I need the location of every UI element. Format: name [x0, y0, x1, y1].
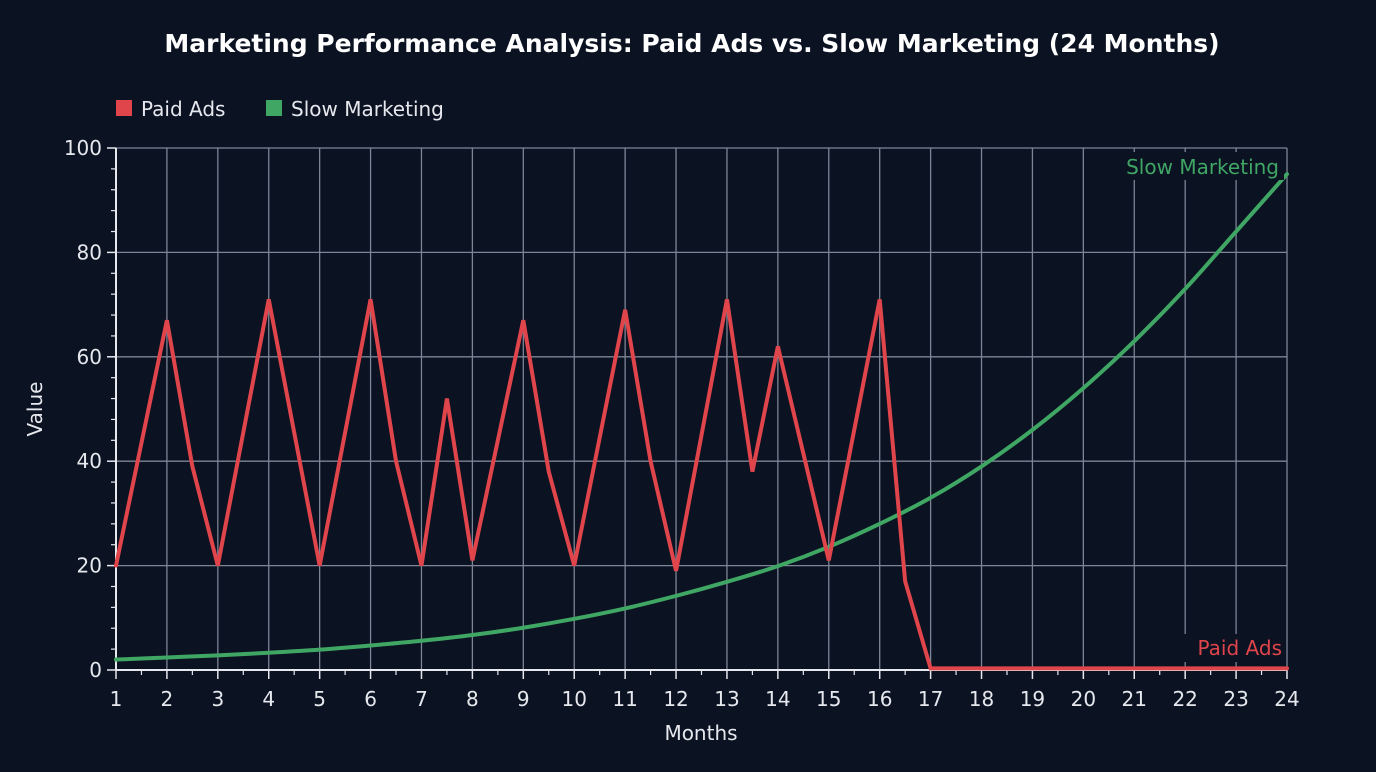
- legend-label-slow-marketing: Slow Marketing: [291, 97, 444, 121]
- x-tick-label: 7: [415, 687, 428, 711]
- y-tick-label: 0: [89, 658, 102, 682]
- y-tick-label: 80: [77, 240, 102, 264]
- legend-swatch-paid-ads: [116, 100, 132, 116]
- x-tick-label: 18: [969, 687, 994, 711]
- x-tick-label: 2: [161, 687, 174, 711]
- y-tick-label: 60: [77, 345, 102, 369]
- x-tick-label: 23: [1223, 687, 1248, 711]
- x-tick-label: 19: [1020, 687, 1045, 711]
- x-tick-label: 9: [517, 687, 530, 711]
- x-axis-label: Months: [664, 721, 737, 745]
- x-tick-label: 11: [612, 687, 637, 711]
- legend: Paid Ads Slow Marketing: [116, 97, 444, 121]
- y-axis-label: Value: [23, 382, 47, 437]
- x-tick-label: 4: [262, 687, 275, 711]
- x-tick-label: 12: [663, 687, 688, 711]
- series-lines: [116, 174, 1287, 669]
- x-tick-label: 15: [816, 687, 841, 711]
- x-tick-label: 17: [918, 687, 943, 711]
- legend-swatch-slow-marketing: [266, 100, 282, 116]
- x-tick-label: 14: [765, 687, 790, 711]
- x-tick-label: 13: [714, 687, 739, 711]
- x-tick-label: 22: [1172, 687, 1197, 711]
- series-line-paid-ads: [116, 299, 1287, 668]
- y-tick-label: 20: [77, 554, 102, 578]
- end-label-slow-marketing: Slow Marketing: [1126, 155, 1279, 179]
- x-tick-label: 24: [1274, 687, 1299, 711]
- x-tick-label: 1: [110, 687, 123, 711]
- x-tick-label: 3: [211, 687, 224, 711]
- legend-label-paid-ads: Paid Ads: [141, 97, 225, 121]
- x-tick-label: 6: [364, 687, 377, 711]
- x-tick-label: 5: [313, 687, 326, 711]
- end-label-paid-ads: Paid Ads: [1198, 636, 1282, 660]
- x-tick-label: 10: [561, 687, 586, 711]
- y-tick-label: 40: [77, 449, 102, 473]
- y-tick-label: 100: [64, 136, 102, 160]
- x-tick-label: 8: [466, 687, 479, 711]
- x-tick-label: 21: [1122, 687, 1147, 711]
- chart-title: Marketing Performance Analysis: Paid Ads…: [164, 29, 1219, 58]
- x-tick-label: 20: [1071, 687, 1096, 711]
- x-tick-label: 16: [867, 687, 892, 711]
